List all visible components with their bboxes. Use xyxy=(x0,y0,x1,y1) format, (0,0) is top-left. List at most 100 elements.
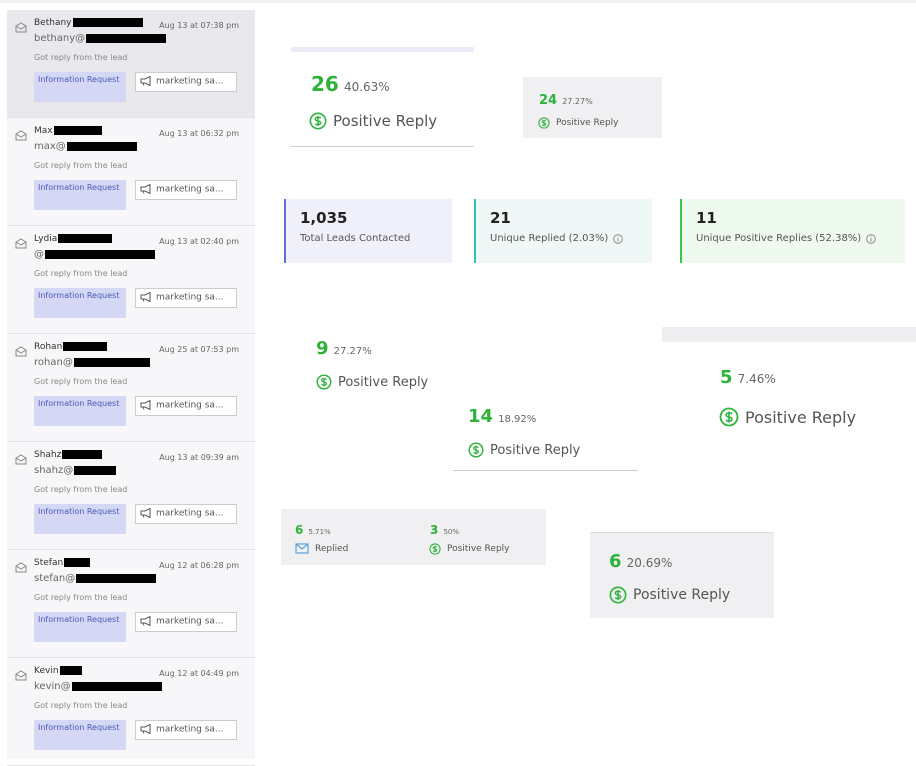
label-row: Positive Reply xyxy=(316,374,428,390)
info-icon[interactable] xyxy=(866,233,876,244)
status: Got reply from the lead xyxy=(34,161,128,170)
stat-card: 14 18.92% Positive Reply xyxy=(453,398,638,471)
percent: 20.69% xyxy=(626,556,673,570)
campaign-name: marketing sa... xyxy=(156,400,224,411)
megaphone-icon xyxy=(140,507,151,519)
mail-icon xyxy=(15,454,27,465)
stat-card: 5 7.46% Positive Reply xyxy=(700,355,900,435)
name: Bethany xyxy=(34,18,72,28)
label: Replied xyxy=(315,543,349,554)
summary-card: 1,035 Total Leads Contacted xyxy=(284,199,452,263)
redaction xyxy=(63,342,108,351)
date: Aug 12 at 06:28 pm xyxy=(159,561,239,570)
campaign: marketing sa... xyxy=(135,612,237,632)
name: Stefan xyxy=(34,558,64,568)
lead-item[interactable]: Stefan stefan@ Aug 12 at 06:28 pm Got reply… xyxy=(7,550,255,658)
tag: Information Request xyxy=(34,288,126,318)
dollar-icon xyxy=(609,586,627,604)
lead-item[interactable]: Max max@ Aug 13 at 06:32 pm Got reply from … xyxy=(7,118,255,226)
lead-name: Rohan xyxy=(34,342,108,352)
redaction xyxy=(66,141,137,151)
label-row: Replied xyxy=(295,543,348,554)
label: Positive Reply xyxy=(338,374,429,390)
lead-item[interactable]: Kevin kevin@ Aug 12 at 04:49 pm Got reply f… xyxy=(7,658,255,766)
label: Positive Reply xyxy=(490,442,581,458)
percent: 7.46% xyxy=(737,372,776,386)
redaction xyxy=(45,249,155,259)
status: Got reply from the lead xyxy=(34,53,128,62)
label-row: Positive Reply xyxy=(538,117,618,129)
lead-list: Bethany bethany@ Aug 13 at 07:38 pm Got rep… xyxy=(7,10,255,766)
campaign-name: marketing sa... xyxy=(156,724,224,735)
lead-name: Shahz xyxy=(34,450,103,460)
date: Aug 25 at 07:53 pm xyxy=(159,345,239,354)
redaction xyxy=(58,234,113,243)
megaphone-icon xyxy=(140,723,151,735)
campaign: marketing sa... xyxy=(135,72,237,92)
lead-name: Bethany xyxy=(34,18,143,28)
percent: 5.71% xyxy=(308,528,331,536)
lead-email: stefan@ xyxy=(34,573,157,584)
lead-email: shahz@ xyxy=(34,465,117,476)
stat-card: 6 20.69% Positive Reply xyxy=(590,532,774,618)
email: max@ xyxy=(34,141,66,152)
dollar-icon xyxy=(538,117,550,129)
mail-icon xyxy=(15,22,27,33)
percent: 27.27% xyxy=(562,97,593,106)
mail-icon xyxy=(15,130,27,141)
label: Positive Reply xyxy=(447,544,510,554)
status: Got reply from the lead xyxy=(34,377,128,386)
campaign-name: marketing sa... xyxy=(156,76,224,87)
count: 26 xyxy=(311,72,339,96)
label-row: Positive Reply xyxy=(309,112,437,130)
stat-card: 26 40.63% Positive Reply xyxy=(291,47,474,147)
label-row: Positive Reply xyxy=(429,543,509,555)
megaphone-icon xyxy=(140,399,151,411)
megaphone-icon xyxy=(140,291,151,303)
status: Got reply from the lead xyxy=(34,593,128,602)
status: Got reply from the lead xyxy=(34,701,128,710)
value: 21 xyxy=(490,209,511,227)
mail-icon xyxy=(15,670,27,681)
lead-email: max@ xyxy=(34,141,137,152)
label-row: Positive Reply xyxy=(609,586,730,604)
campaign: marketing sa... xyxy=(135,396,237,416)
stat-card: 24 27.27% Positive Reply xyxy=(523,77,662,138)
lead-item[interactable]: Lydia @ Aug 13 at 02:40 pm Got reply from t… xyxy=(7,226,255,334)
redaction xyxy=(71,681,162,691)
megaphone-icon xyxy=(140,183,151,195)
tag: Information Request xyxy=(34,180,126,210)
megaphone-icon xyxy=(140,615,151,627)
percent: 27.27% xyxy=(333,346,372,357)
tag: Information Request xyxy=(34,612,126,642)
lead-name: Lydia xyxy=(34,234,113,244)
split-card: 6 5.71% Replied 3 50% Positive Reply xyxy=(281,509,546,565)
percent: 18.92% xyxy=(498,414,537,425)
info-icon[interactable] xyxy=(613,233,623,244)
lead-item[interactable]: Shahz shahz@ Aug 13 at 09:39 am Got reply f… xyxy=(7,442,255,550)
lead-item[interactable]: Bethany bethany@ Aug 13 at 07:38 pm Got rep… xyxy=(7,10,255,118)
percent: 40.63% xyxy=(343,80,390,94)
campaign: marketing sa... xyxy=(135,288,237,308)
top-edge xyxy=(0,0,916,3)
campaign-name: marketing sa... xyxy=(156,184,224,195)
redaction xyxy=(53,126,102,135)
redaction xyxy=(86,33,167,43)
label-row: Positive Reply xyxy=(468,442,580,458)
date: Aug 13 at 06:32 pm xyxy=(159,129,239,138)
dollar-icon xyxy=(719,407,739,427)
count: 24 xyxy=(539,93,558,108)
label: Positive Reply xyxy=(556,118,619,128)
label: Unique Positive Replies (52.38%) xyxy=(696,233,862,244)
lead-email: bethany@ xyxy=(34,33,167,44)
count: 14 xyxy=(468,406,494,427)
tag: Information Request xyxy=(34,720,126,750)
label: Positive Reply xyxy=(745,407,857,427)
mail-icon xyxy=(15,346,27,357)
tag: Information Request xyxy=(34,396,126,426)
dollar-icon xyxy=(429,543,441,555)
email: rohan@ xyxy=(34,357,73,368)
lead-item[interactable]: Rohan rohan@ Aug 25 at 07:53 pm Got reply f… xyxy=(7,334,255,442)
value: 1,035 xyxy=(300,209,348,227)
